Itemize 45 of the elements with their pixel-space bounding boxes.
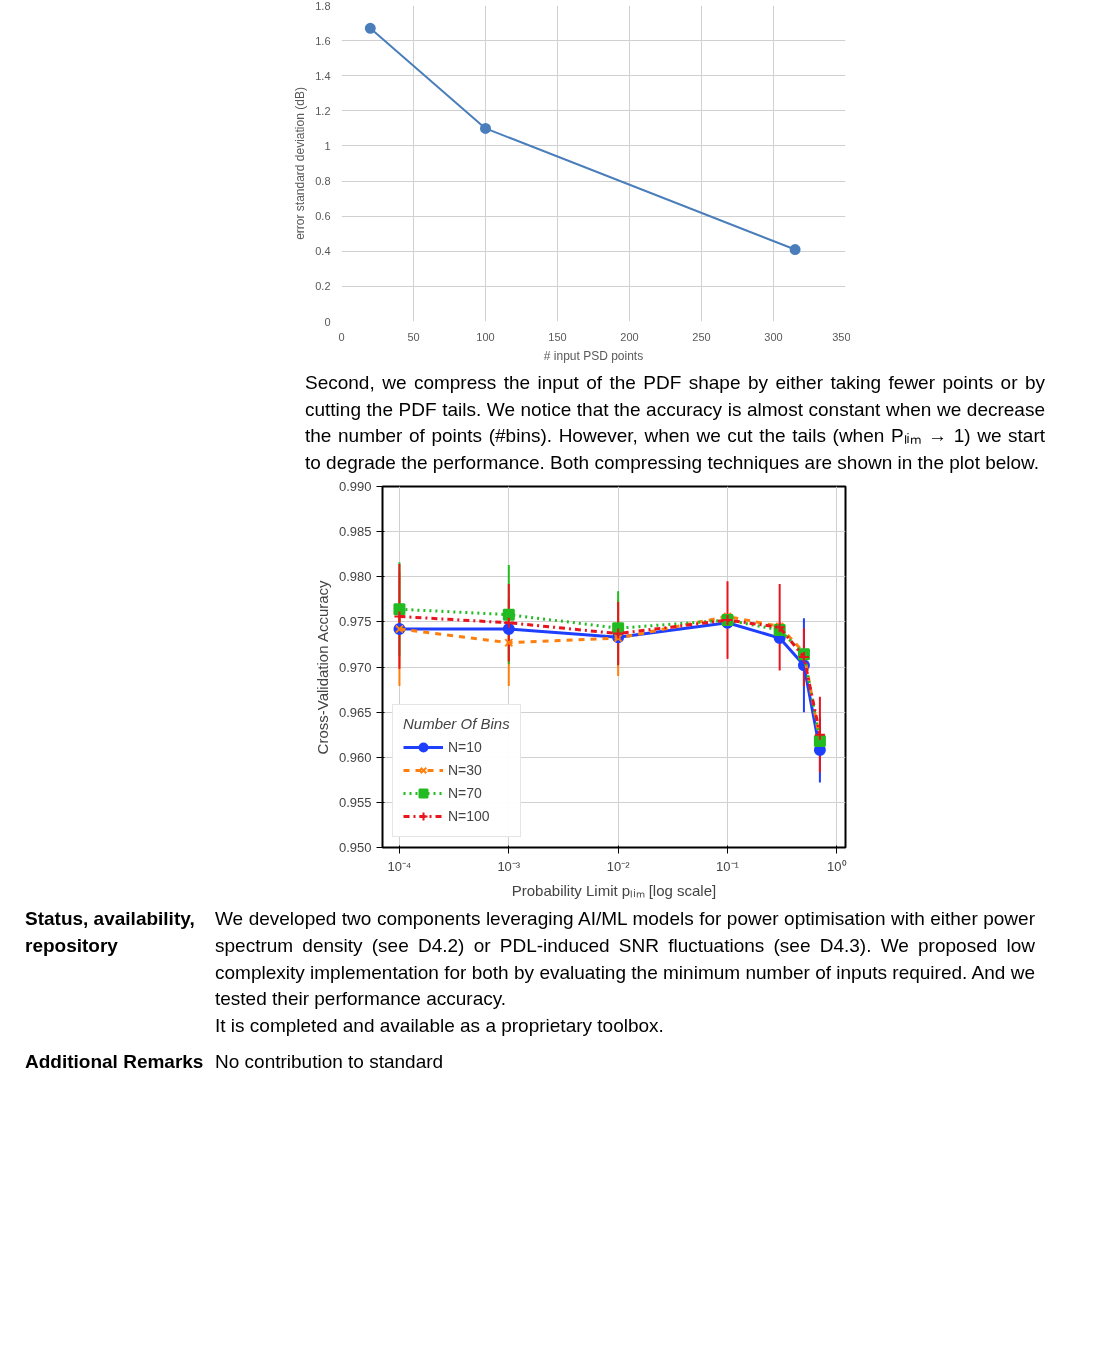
y-tick-label: 1.4 [315,69,331,82]
y-tick-label: 0.955 [338,795,372,811]
y-tick-label: 1.2 [315,104,331,117]
x-tick-label: 10⁻² [606,858,631,874]
y-tick-label: 0.965 [338,705,372,720]
x-axis-title: # input PSD points [543,348,644,363]
x-tick-label: 10⁰ [827,858,847,874]
y-tick-label: 0.4 [315,245,331,258]
x-tick-label: 300 [764,330,783,343]
x-tick-label: 150 [548,330,567,343]
x-tick-label: 10⁻¹ [716,858,740,874]
x-tick-label: 10⁻³ [497,858,521,874]
y-tick-label: 0.8 [315,175,331,188]
x-tick-label: 10⁻⁴ [387,858,412,874]
y-axis-title: error standard deviation (dB) [293,87,308,240]
legend-title: Number Of Bins [403,715,510,733]
y-tick-label: 0.2 [315,280,331,293]
x-tick-label: 100 [476,330,495,343]
text: Second, we compress the input of the PDF shape by either taking fewer points or by cutting the PDF tails. We notice that the accuracy is almost constant when we decrease the number of points (#bins). However, when we cut the tails (when Pₗᵢₘ → 1) we start to degrade the performance. Both compressing techniques are shown in the plot below. [305,371,1045,475]
legend-label: N=10 [448,739,482,756]
y-axis-title: Cross-Validation Accuracy [313,580,331,755]
y-tick-label: 0 [324,315,331,328]
x-tick-label: 200 [620,330,639,343]
text: Status, availability, repository [25,907,196,958]
legend-label: N=70 [448,785,482,802]
text: We developed two components leveraging AI/ML models for power optimisation with either power spectrum density (see D4.2) or PDL-induced SNR fluctuations (see D4.3). We proposed low complexity implementation for both by evaluating the minimum number of inputs required. And we tested their performance accuracy. It is completed and available as a proprietary toolbox. [215,907,1035,1038]
legend-label: N=30 [448,762,482,779]
y-tick-label: 0.6 [315,210,331,223]
x-tick-label: 350 [832,330,851,343]
x-tick-label: 250 [692,330,711,343]
y-tick-label: 1 [324,139,331,152]
text: Additional Remarks [25,1050,204,1075]
legend-label: N=100 [448,808,490,825]
text: No contribution to standard [215,1050,444,1075]
y-tick-label: 0.960 [338,750,372,766]
y-tick-label: 0.975 [338,614,372,630]
x-axis-title: Probability Limit pₗᵢₘ [log scale] [511,881,717,899]
y-tick-label: 0.985 [338,524,372,540]
y-tick-label: 0.990 [338,479,372,495]
y-tick-label: 0.980 [338,569,372,585]
x-tick-label: 50 [407,330,420,343]
y-tick-label: 1.8 [315,0,331,12]
y-tick-label: 1.6 [315,34,331,47]
y-tick-label: 0.950 [338,840,372,856]
y-tick-label: 0.970 [338,659,372,675]
